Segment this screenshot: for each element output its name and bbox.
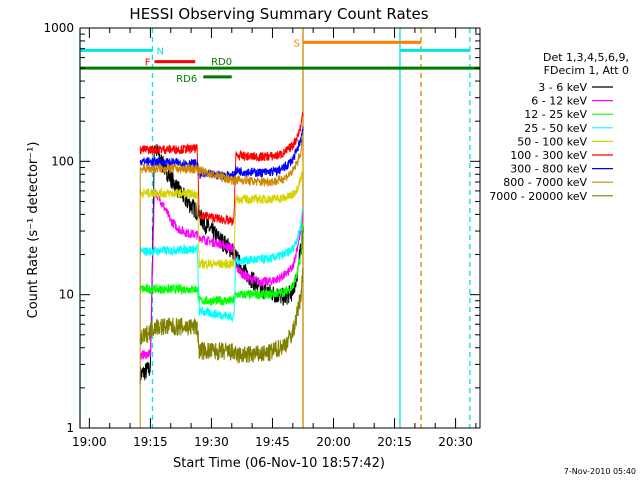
x-tick-label: 19:30 (194, 435, 229, 449)
y-tick-label: 100 (51, 154, 74, 168)
y-axis-label: Count Rate (s⁻¹ detector⁻¹) (26, 142, 41, 319)
x-tick-label: 19:00 (72, 435, 107, 449)
legend-entry-label: 7000 - 20000 keV (489, 190, 587, 203)
x-tick-label: 20:00 (316, 435, 351, 449)
footer-timestamp: 7-Nov-2010 05:40 (564, 467, 636, 476)
legend-header-line: FDecim 1, Att 0 (544, 64, 629, 77)
legend-entry-label: 12 - 25 keV (524, 108, 587, 121)
x-tick-label: 20:15 (377, 435, 412, 449)
legend-header-line: Det 1,3,4,5,6,9, (543, 51, 629, 64)
series-line-1 (139, 189, 304, 360)
axes: 1 10 100 1000 19:00 19:15 19:30 19:45 20:00 20:15… (43, 21, 480, 449)
legend-entry-label: 25 - 50 keV (524, 122, 587, 135)
legend-entry-label: 3 - 6 keV (538, 81, 587, 94)
legend-entry-label: 6 - 12 keV (531, 95, 587, 108)
series-layer (139, 112, 304, 428)
series-line-3 (139, 207, 304, 323)
x-tick-label: 20:30 (438, 435, 473, 449)
series-line-2 (139, 223, 304, 306)
plot-frame (79, 27, 481, 429)
flag-label-s: S (294, 38, 300, 49)
flag-label-n: N (157, 46, 164, 57)
x-tick-label: 19:45 (255, 435, 290, 449)
y-tick-label: 1000 (43, 21, 74, 35)
series-line-7 (139, 136, 304, 188)
y-tick-label: 1 (66, 421, 74, 435)
series-line-4 (139, 161, 304, 270)
x-tick-label: 19:15 (133, 435, 168, 449)
legend-entry-label: 800 - 7000 keV (503, 176, 587, 189)
series-line-5 (139, 112, 304, 226)
flag-label-rd6: RD6 (176, 74, 197, 85)
chart-title: HESSI Observing Summary Count Rates (129, 5, 428, 23)
legend-entry-label: 50 - 100 keV (517, 135, 587, 148)
legend-entry-label: 300 - 800 keV (510, 163, 587, 176)
x-axis-label: Start Time (06-Nov-10 18:57:42) (173, 456, 385, 471)
y-tick-label: 10 (59, 288, 74, 302)
series-line-8 (139, 267, 304, 364)
flag-label-rd0: RD0 (211, 57, 232, 68)
flag-label-f: F (145, 58, 151, 69)
legend-entry-label: 100 - 300 keV (510, 149, 587, 162)
legend: Det 1,3,4,5,6,9,FDecim 1, Att 0 3 - 6 keV… (489, 51, 629, 203)
plot-border (79, 27, 481, 429)
